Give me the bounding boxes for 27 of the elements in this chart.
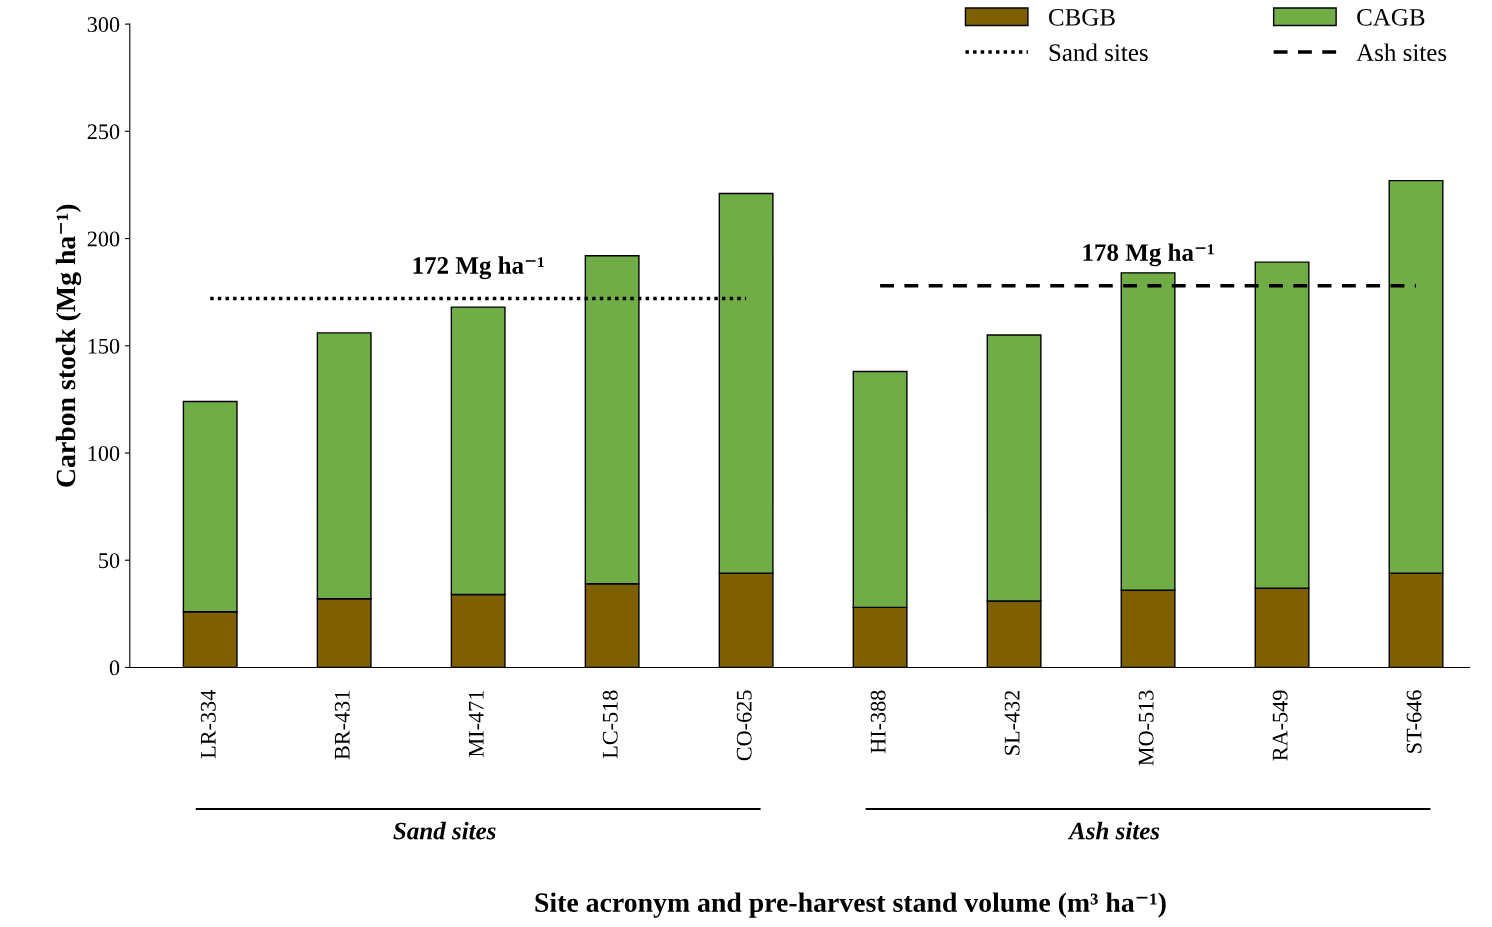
x-tick-label: RA-549 (1272, 690, 1288, 761)
x-tick-label: SL-432 (1004, 690, 1020, 755)
y-tick-label: 300 (87, 17, 120, 33)
y-tick-label: 0 (109, 660, 120, 676)
legend-label: CBGB (1048, 8, 1115, 26)
x-axis-title: Site acronym and pre-harvest stand volume (m³ ha⁻¹) (535, 892, 1166, 918)
x-tick-label: MI-471 (468, 691, 484, 757)
y-tick-label: 150 (88, 338, 120, 354)
text: Sand sites (393, 821, 496, 840)
y-tick-label: 100 (88, 445, 120, 461)
legend-label: Ash sites (1356, 43, 1447, 62)
y-tick-label: 200 (87, 231, 120, 247)
y-tick-label: 50 (99, 553, 120, 569)
y-tick-label: 250 (87, 124, 120, 140)
x-tick-label: ST-646 (1406, 690, 1422, 753)
annotation: 178 Mg ha⁻¹ (1083, 243, 1214, 267)
annotation: 172 Mg ha⁻¹ (413, 256, 544, 280)
x-tick-label: HI-388 (870, 690, 886, 754)
y-axis-title: Carbon stock (Mg ha⁻¹) (55, 204, 82, 487)
x-tick-label: BR-431 (334, 691, 350, 760)
x-tick-label: LC-518 (602, 690, 618, 759)
legend-label: CAGB (1357, 8, 1425, 26)
x-tick-label: CO-625 (736, 690, 752, 761)
legend-label: Sand sites (1049, 43, 1148, 62)
text: Ash sites (1067, 821, 1160, 840)
x-tick-label: LR-334 (200, 690, 216, 759)
x-tick-label: MO-513 (1138, 690, 1154, 766)
